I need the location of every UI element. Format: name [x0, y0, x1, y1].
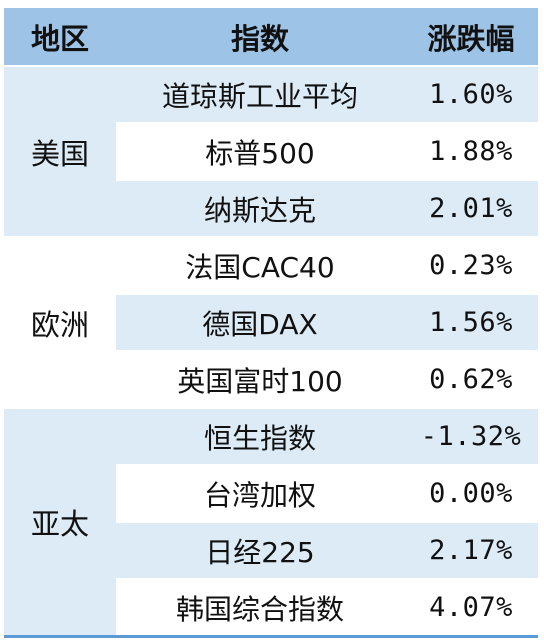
index-change: 0.62% [429, 364, 513, 395]
index-name: 德国DAX [202, 307, 318, 341]
region-group-us: 美国 道琼斯工业平均 1.60% 标普500 1.88% 纳斯达克 2.01% [4, 65, 538, 236]
region-rows: 恒生指数 -1.32% 台湾加权 0.00% 日经225 2.17% 韩国综合指… [116, 409, 538, 635]
table-row: 英国富时100 0.62% [116, 350, 538, 407]
index-change: 1.88% [429, 136, 513, 167]
index-name: 恒生指数 [203, 421, 316, 455]
index-name: 日经225 [205, 535, 315, 569]
region-group-europe: 欧洲 法国CAC40 0.23% 德国DAX 1.56% 英国富时100 0.6… [4, 236, 538, 407]
index-change: 0.00% [429, 478, 513, 509]
index-name: 标普500 [205, 136, 315, 170]
table-header: 地区 指数 涨跌幅 [4, 8, 538, 65]
header-region: 地区 [30, 21, 89, 56]
table-row: 法国CAC40 0.23% [116, 238, 538, 293]
region-label: 欧洲 [4, 238, 116, 407]
table-row: 台湾加权 0.00% [116, 464, 538, 521]
table-row: 德国DAX 1.56% [116, 293, 538, 350]
table-row: 道琼斯工业平均 1.60% [116, 67, 538, 122]
index-name: 法国CAC40 [185, 250, 335, 284]
index-change: 4.07% [429, 592, 513, 623]
table-row: 日经225 2.17% [116, 521, 538, 578]
index-name: 纳斯达克 [203, 193, 316, 227]
table-row: 恒生指数 -1.32% [116, 409, 538, 464]
index-change: 2.01% [429, 193, 513, 224]
header-change: 涨跌幅 [427, 21, 515, 56]
region-label: 亚太 [4, 409, 116, 635]
index-name: 韩国综合指数 [175, 592, 344, 626]
index-name: 英国富时100 [177, 364, 343, 398]
region-rows: 法国CAC40 0.23% 德国DAX 1.56% 英国富时100 0.62% [116, 238, 538, 407]
index-change: 2.17% [429, 535, 513, 566]
index-change: 1.60% [429, 79, 513, 110]
table-row: 纳斯达克 2.01% [116, 179, 538, 236]
region-rows: 道琼斯工业平均 1.60% 标普500 1.88% 纳斯达克 2.01% [116, 67, 538, 236]
table-row: 标普500 1.88% [116, 122, 538, 179]
region-group-asia-pacific: 亚太 恒生指数 -1.32% 台湾加权 0.00% 日经225 2.17% 韩国… [4, 407, 538, 635]
table-row: 韩国综合指数 4.07% [116, 578, 538, 635]
region-label: 美国 [4, 67, 116, 236]
index-change: -1.32% [420, 421, 522, 452]
index-name: 道琼斯工业平均 [161, 79, 358, 113]
index-name: 台湾加权 [203, 478, 316, 512]
index-change: 1.56% [429, 307, 513, 338]
header-index: 指数 [230, 21, 289, 56]
market-index-table: 地区 指数 涨跌幅 美国 道琼斯工业平均 1.60% 标普500 1.88% 纳… [4, 8, 538, 638]
index-change: 0.23% [429, 250, 513, 281]
